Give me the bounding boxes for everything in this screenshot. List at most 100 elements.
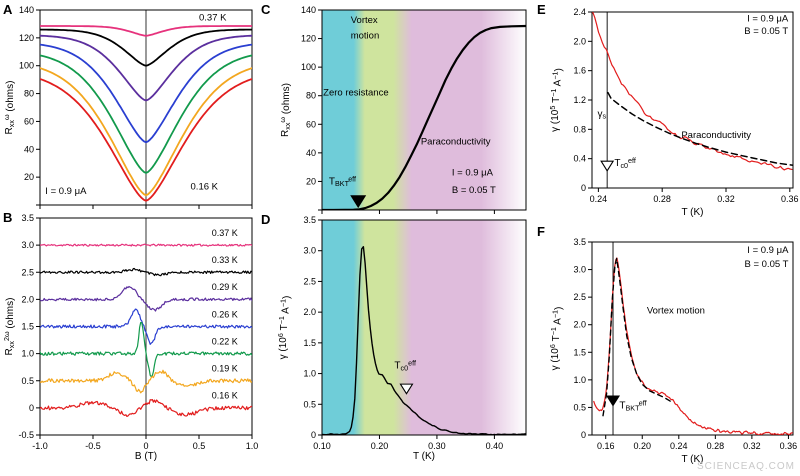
svg-text:Rxx2ω (ohms): Rxx2ω (ohms)	[2, 298, 16, 356]
svg-text:0: 0	[143, 441, 148, 451]
svg-text:1.2: 1.2	[573, 95, 586, 105]
svg-text:0.40: 0.40	[486, 441, 504, 451]
panel-d-plot: 0.10 0.20 0.30 0.40 0 0.5 1.0 1.5 2.0 2.5 3.0 3.5 T …	[276, 215, 527, 462]
svg-text:T (K): T (K)	[681, 454, 703, 465]
svg-text:2.5: 2.5	[21, 267, 34, 277]
svg-text:40: 40	[24, 144, 34, 154]
svg-text:B = 0.05 T: B = 0.05 T	[744, 26, 788, 37]
svg-text:0.10: 0.10	[313, 441, 331, 451]
svg-text:0: 0	[581, 430, 586, 440]
svg-text:1.5: 1.5	[573, 347, 586, 357]
svg-text:100: 100	[19, 61, 34, 71]
watermark: SCIENCEAQ.COM	[696, 461, 795, 472]
svg-text:-0.5: -0.5	[18, 430, 34, 440]
svg-text:0.20: 0.20	[633, 441, 651, 451]
svg-text:TBKTeff: TBKTeff	[619, 399, 646, 413]
svg-text:0.24: 0.24	[590, 194, 608, 204]
svg-text:0.4: 0.4	[573, 154, 586, 164]
svg-text:0.36: 0.36	[781, 194, 799, 204]
svg-text:0.5: 0.5	[303, 399, 316, 409]
panel-a-plot: 20 40 60 80 100 120 140 Rxxω (ohms) 0.37 K 0.16 K…	[2, 5, 253, 209]
svg-text:Vortex: Vortex	[351, 15, 378, 26]
panel-e-plot: 0.24 0.28 0.32 0.36 0 0.4 0.8 1.2 1.6 2.0 2.4 T (K)…	[548, 7, 799, 218]
svg-text:140: 140	[19, 5, 34, 15]
svg-text:1.0: 1.0	[573, 375, 586, 385]
svg-text:40: 40	[306, 148, 316, 158]
svg-text:0.24: 0.24	[670, 441, 688, 451]
svg-text:motion: motion	[351, 31, 380, 42]
svg-text:0: 0	[581, 183, 586, 193]
svg-text:0.37 K: 0.37 K	[199, 12, 227, 23]
svg-text:0.8: 0.8	[573, 124, 586, 134]
svg-text:2.0: 2.0	[303, 307, 316, 317]
svg-text:I = 0.9 μA: I = 0.9 μA	[452, 168, 494, 179]
svg-text:80: 80	[306, 91, 316, 101]
svg-text:2.0: 2.0	[573, 320, 586, 330]
svg-text:3.0: 3.0	[303, 246, 316, 256]
svg-text:γs: γs	[597, 109, 606, 121]
panel-f-plot: 0.16 0.20 0.24 0.28 0.32 0.36 0 0.5 1.0 1.5 2.0 2.5…	[548, 237, 798, 465]
svg-text:0: 0	[29, 403, 34, 413]
svg-text:3.5: 3.5	[21, 213, 34, 223]
svg-text:-1.0: -1.0	[32, 441, 48, 451]
svg-text:1.0: 1.0	[246, 441, 259, 451]
svg-text:2.5: 2.5	[573, 292, 586, 302]
svg-text:Rxxω (ohms): Rxxω (ohms)	[278, 83, 292, 137]
svg-text:Rxxω (ohms): Rxxω (ohms)	[2, 81, 16, 135]
svg-text:0.30: 0.30	[428, 441, 446, 451]
svg-text:0.33 K: 0.33 K	[212, 255, 238, 265]
svg-text:γ (105 T−1 A−1): γ (105 T−1 A−1)	[548, 68, 565, 132]
svg-text:1.0: 1.0	[21, 349, 34, 359]
svg-text:B = 0.05 T: B = 0.05 T	[744, 259, 788, 270]
svg-text:0.29 K: 0.29 K	[212, 282, 238, 292]
panel-c-letter: C	[261, 2, 271, 17]
svg-text:3.0: 3.0	[573, 265, 586, 275]
svg-text:I = 0.9 μA: I = 0.9 μA	[45, 186, 87, 197]
svg-text:2.4: 2.4	[573, 7, 586, 17]
svg-text:0.16 K: 0.16 K	[212, 391, 238, 401]
panel-c-plot: 20 40 60 80 100 120 140 Rxxω (ohms) Vortex motion…	[278, 5, 527, 214]
svg-text:T (K): T (K)	[413, 451, 435, 462]
panel-b-letter: B	[3, 210, 13, 225]
panel-f-letter: F	[537, 224, 545, 239]
svg-text:0.5: 0.5	[21, 376, 34, 386]
svg-text:20: 20	[306, 176, 316, 186]
svg-text:2.5: 2.5	[303, 276, 316, 286]
svg-text:120: 120	[19, 33, 34, 43]
svg-text:0.5: 0.5	[193, 441, 206, 451]
svg-text:3.0: 3.0	[21, 240, 34, 250]
svg-text:60: 60	[306, 119, 316, 129]
svg-text:Paraconductivity: Paraconductivity	[421, 136, 491, 147]
svg-text:0.36: 0.36	[780, 441, 798, 451]
panel-d-letter: D	[261, 212, 271, 227]
svg-text:Zero resistance: Zero resistance	[323, 88, 388, 99]
panel-a-letter: A	[3, 2, 13, 17]
svg-text:2.0: 2.0	[573, 36, 586, 46]
svg-text:Paraconductivity: Paraconductivity	[681, 130, 751, 141]
svg-text:0.26 K: 0.26 K	[212, 309, 238, 319]
svg-text:Tc0eff: Tc0eff	[614, 156, 636, 170]
svg-text:100: 100	[301, 62, 316, 72]
svg-text:γ (106 T−1 A−1): γ (106 T−1 A−1)	[548, 307, 565, 371]
svg-text:2.0: 2.0	[21, 294, 34, 304]
svg-text:1.6: 1.6	[573, 66, 586, 76]
svg-text:140: 140	[301, 5, 316, 15]
svg-text:TBKTeff: TBKTeff	[329, 174, 356, 188]
svg-text:0.32: 0.32	[717, 194, 735, 204]
svg-text:1.0: 1.0	[303, 369, 316, 379]
svg-text:B = 0.05 T: B = 0.05 T	[452, 185, 496, 196]
svg-text:Vortex motion: Vortex motion	[647, 306, 705, 317]
svg-text:I = 0.9 μA: I = 0.9 μA	[747, 14, 789, 25]
svg-text:1.5: 1.5	[21, 322, 34, 332]
svg-text:0: 0	[311, 430, 316, 440]
svg-text:0.37 K: 0.37 K	[212, 228, 238, 238]
svg-text:0.22 K: 0.22 K	[212, 336, 238, 346]
svg-text:0.16: 0.16	[597, 441, 615, 451]
svg-text:0.19 K: 0.19 K	[212, 364, 238, 374]
svg-text:0.20: 0.20	[371, 441, 389, 451]
svg-text:0.16 K: 0.16 K	[191, 182, 219, 193]
svg-text:Tc0eff: Tc0eff	[394, 359, 416, 373]
svg-text:0.32: 0.32	[743, 441, 761, 451]
svg-text:3.5: 3.5	[573, 237, 586, 247]
